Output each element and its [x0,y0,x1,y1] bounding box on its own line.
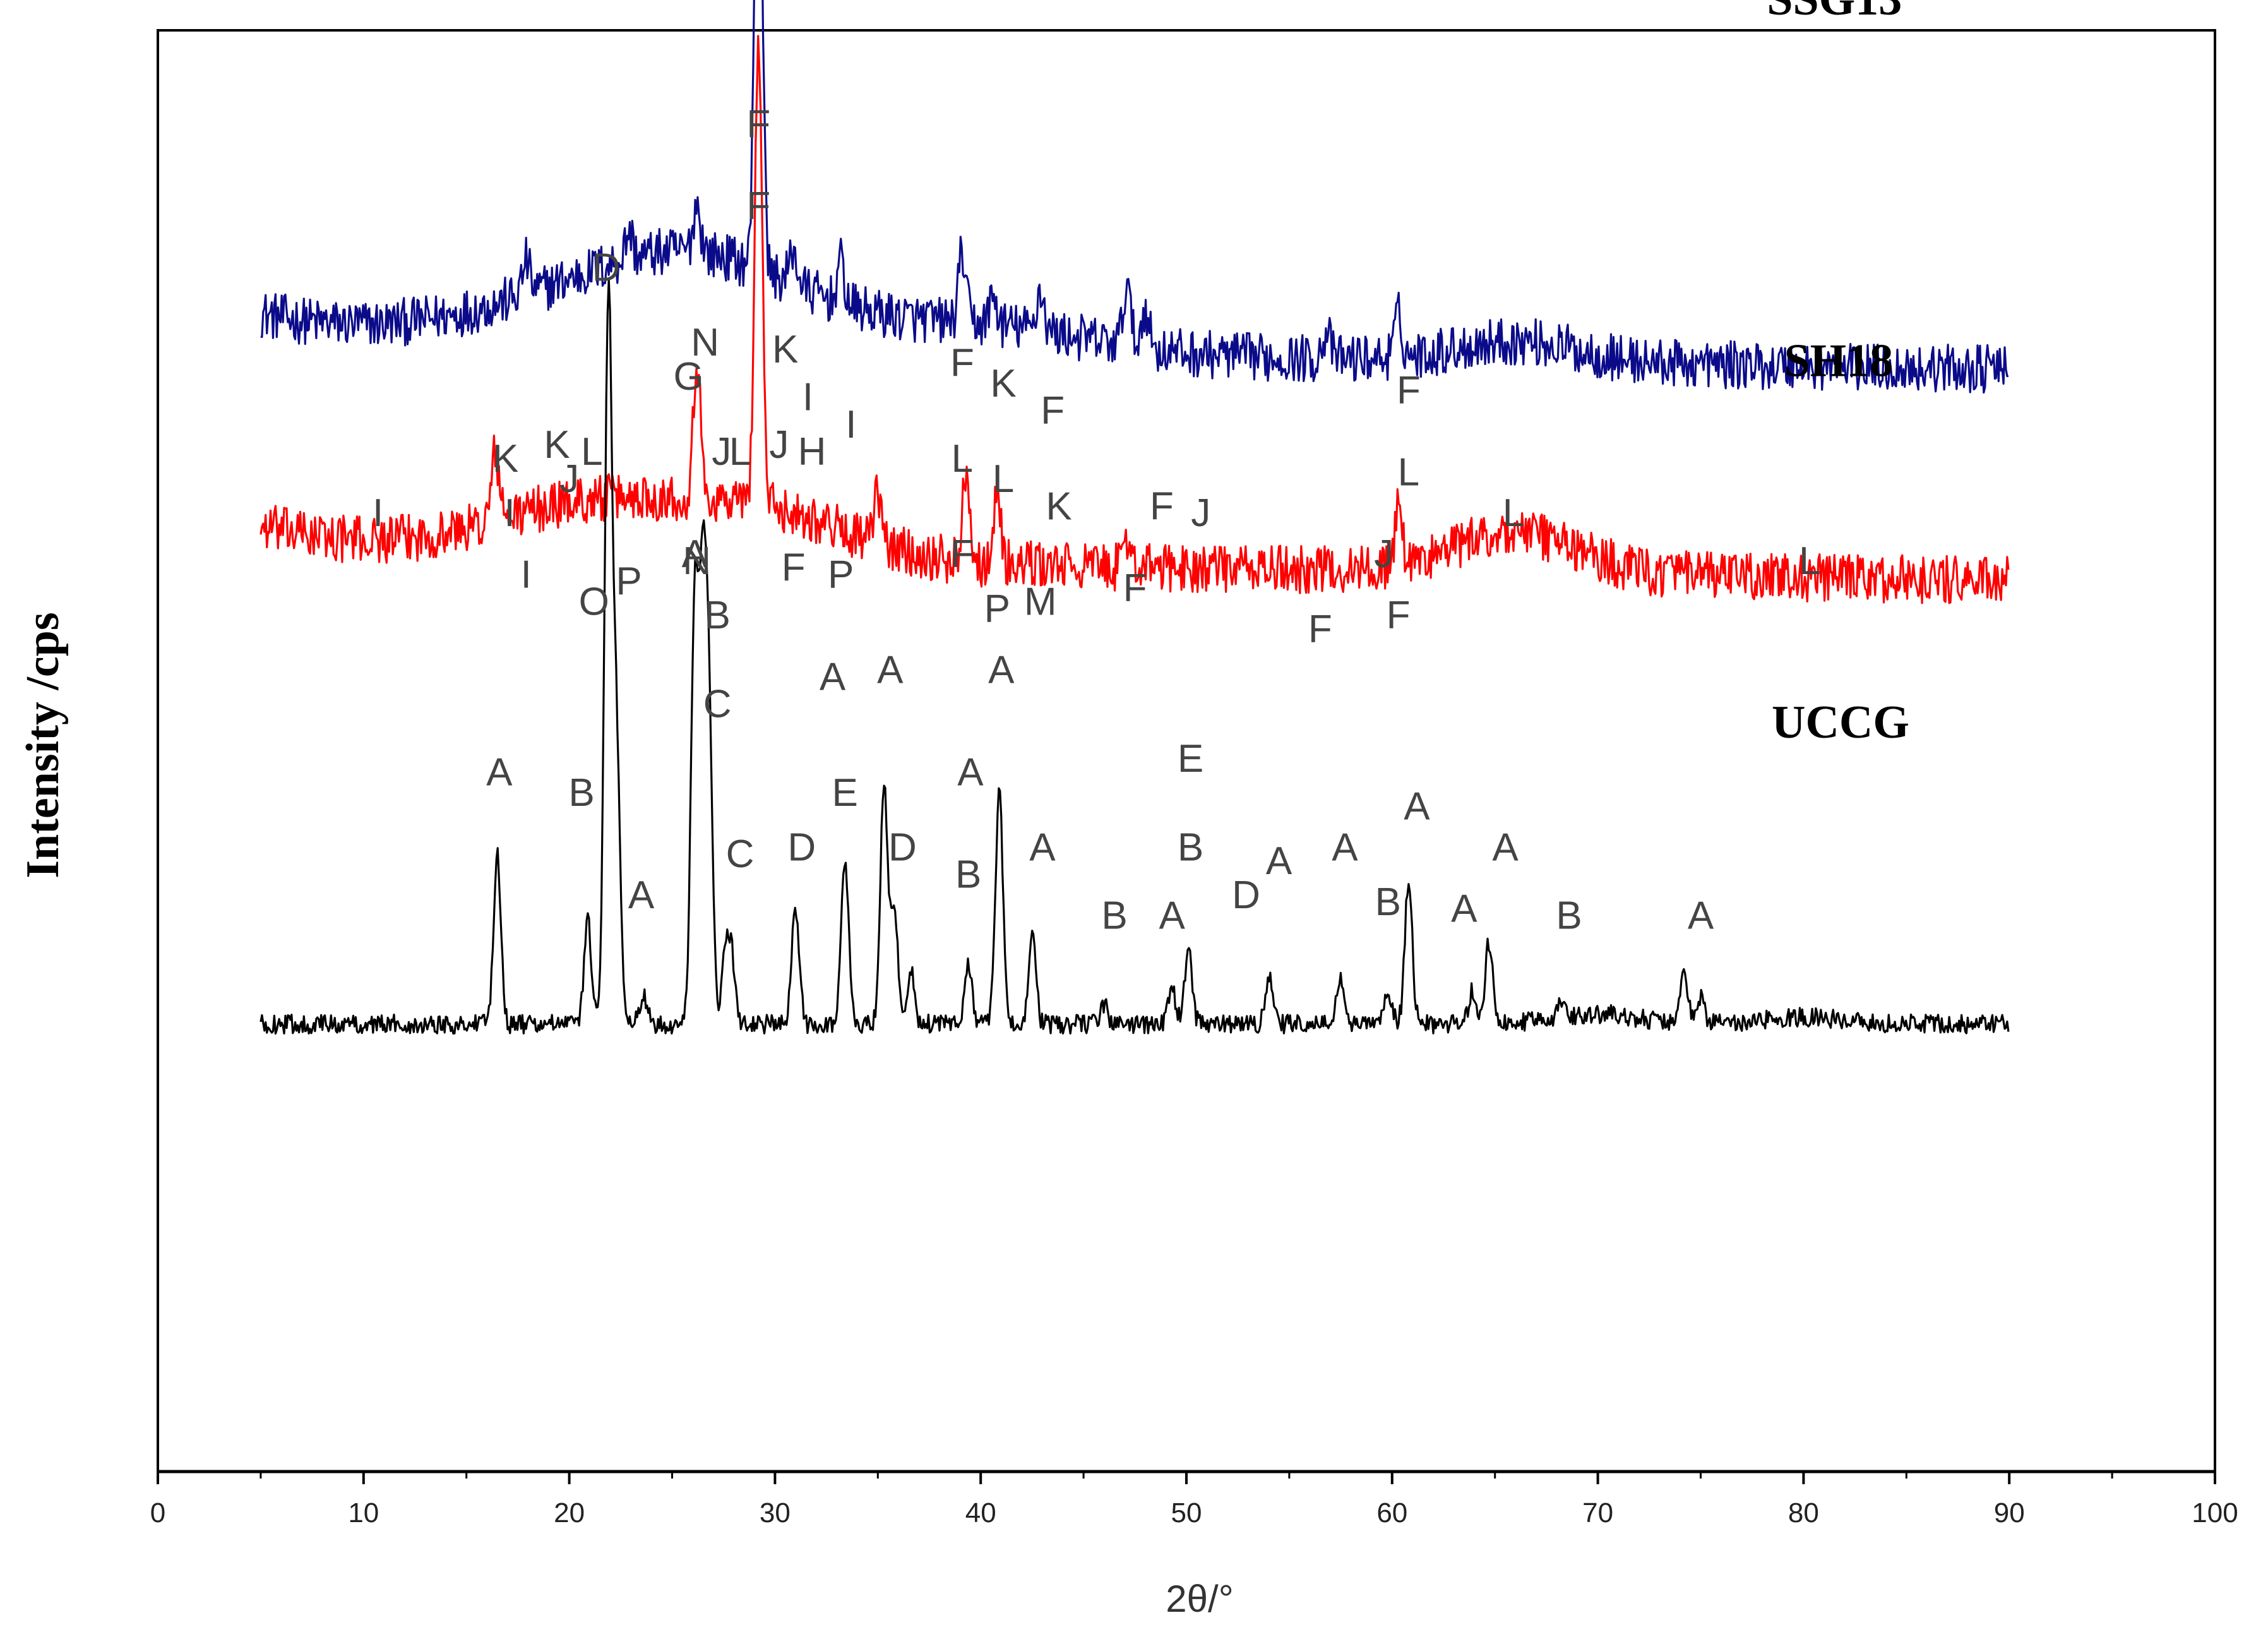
peak-label: B [568,771,594,815]
peak-label: F [782,546,806,590]
peak-label: A [1451,887,1477,931]
peak-label: J [712,430,731,474]
peak-label: L [729,430,751,474]
peak-label: K [492,437,518,481]
peak-label: B [955,853,981,897]
peak-label: A [1404,785,1430,829]
peak-label: C [703,683,732,726]
peak-label: L [993,457,1014,501]
peak-label: F [1387,594,1411,637]
x-axis-title: 2θ/° [1166,1578,1233,1620]
peak-label: A [628,873,655,917]
x-tick-label: 40 [965,1497,996,1528]
peak-label: K [772,328,798,371]
peak-label: F [950,532,974,576]
peak-label: I [521,553,532,596]
peak-label: L [952,437,973,481]
peak-label: O [579,580,609,624]
x-tick-label: 80 [1788,1497,1819,1528]
peak-label: A [1688,894,1714,937]
x-tick-label: 0 [150,1497,165,1528]
peak-label: A [988,649,1015,692]
peak-label: L [1503,491,1524,535]
peak-label: L [581,430,602,474]
peak-label: L [1799,539,1820,583]
peak-label: E [832,771,858,815]
peak-label: F [746,184,770,228]
peak-label: A [1029,825,1056,869]
peak-label: F [1397,369,1421,412]
peak-label: N [691,321,719,364]
peak-label: B [1556,894,1582,937]
series-line-ssg13 [260,0,2009,394]
x-ticks: 0 10 20 30 40 50 60 70 80 90 100 [150,1472,2238,1528]
peak-label: D [787,825,816,869]
peak-label: B [1178,825,1203,869]
peak-label: P [984,587,1010,630]
peak-label: A [1266,839,1292,883]
x-tick-label: 10 [348,1497,379,1528]
x-axis: 0 10 20 30 40 50 60 70 80 90 100 [150,1470,2238,1528]
peak-label: A [820,655,846,699]
x-tick-label: 90 [1994,1497,2025,1528]
peak-label: A [1332,825,1358,869]
peak-label: F [1150,484,1174,528]
peak-label: B [1375,880,1401,924]
x-tick-label: 100 [2192,1497,2238,1528]
peak-label: K [544,423,570,467]
peak-label: K [990,362,1016,405]
peak-label: D [592,246,621,289]
peak-label: I [504,491,515,535]
peak-label: L [1398,450,1419,494]
peak-label: F [1041,389,1065,433]
peak-label: A [1159,894,1186,937]
peak-label: B [1101,894,1127,937]
series-name-label: SSG13 [1767,0,1902,25]
peak-label: I [845,403,856,447]
peak-label: F [950,342,974,385]
peak-label: M [1024,580,1057,624]
peak-label: J [1374,532,1394,576]
peak-label: E [1178,737,1203,781]
peak-label: K [1046,484,1071,528]
peak-label: H [798,430,827,474]
series-line-sh18 [260,35,2010,604]
peak-label: F [1123,567,1147,610]
peak-label: A [486,751,513,795]
y-axis-title: Intensity /cps [17,612,69,878]
peak-label: A [877,649,904,692]
peak-label: P [616,560,642,603]
peak-label: F [746,103,770,147]
peak-label: I [373,491,383,535]
peak-label: A [682,532,708,576]
series-name-label: UCCG [1772,697,1909,748]
peak-label: G [673,355,703,399]
peak-label: A [957,751,984,795]
peak-label: J [769,423,789,467]
series-layer [260,0,2010,1035]
peak-label: C [726,832,755,876]
peak-label: I [803,376,813,419]
peak-label: A [1492,825,1519,869]
peak-label: J [1191,491,1210,535]
series-name-label: SH18 [1784,335,1893,387]
peak-label: F [1308,608,1332,651]
x-tick-label: 50 [1171,1497,1202,1528]
peak-label: D [888,825,917,869]
series-label-layer: SSG13 SH18 UCCG [1767,0,1909,748]
x-tick-label: 30 [760,1497,791,1528]
peak-label: J [559,457,579,501]
peak-label: P [828,553,854,596]
x-tick-label: 60 [1376,1497,1407,1528]
peak-label: N [683,539,711,583]
x-tick-label: 70 [1582,1497,1613,1528]
series-line-uccg [260,278,2010,1035]
peak-label: B [705,594,731,637]
peak-label: D [1232,873,1260,917]
x-tick-label: 20 [554,1497,585,1528]
